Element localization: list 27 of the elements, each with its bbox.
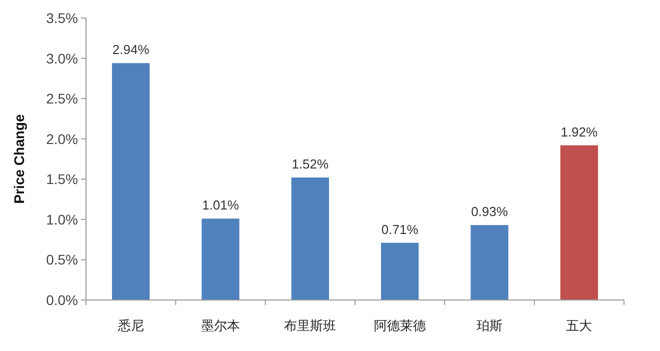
y-tick-label: 0.5% xyxy=(46,252,78,268)
y-tick-label: 3.5% xyxy=(46,10,78,26)
x-tick-label: 珀斯 xyxy=(476,318,502,333)
x-tick-label: 布里斯班 xyxy=(284,318,336,333)
bar xyxy=(291,178,329,300)
bar xyxy=(112,63,150,300)
bar xyxy=(202,218,240,300)
y-tick-label: 1.0% xyxy=(46,211,78,228)
x-tick-label: 墨尔本 xyxy=(201,318,240,333)
bar xyxy=(560,145,598,300)
data-label: 1.52% xyxy=(292,156,330,172)
y-tick-label: 3.0% xyxy=(46,50,78,66)
data-label: 1.01% xyxy=(202,198,240,213)
y-tick-label: 2.5% xyxy=(46,90,78,107)
data-label: 2.94% xyxy=(112,42,150,58)
y-tick-label: 2.0% xyxy=(46,130,78,147)
x-tick-label: 阿德莱德 xyxy=(374,318,426,333)
data-label: 0.93% xyxy=(471,204,508,220)
y-tick-label: 0.0% xyxy=(46,292,78,308)
x-tick-label: 五大 xyxy=(566,318,592,333)
bar xyxy=(381,242,419,300)
bar xyxy=(470,225,508,300)
x-tick-label: 悉尼 xyxy=(116,318,144,333)
y-tick-label: 1.5% xyxy=(46,171,78,188)
data-label: 0.71% xyxy=(381,222,419,237)
y-axis-title: Price Change xyxy=(11,114,27,204)
data-label: 1.92% xyxy=(560,124,598,140)
